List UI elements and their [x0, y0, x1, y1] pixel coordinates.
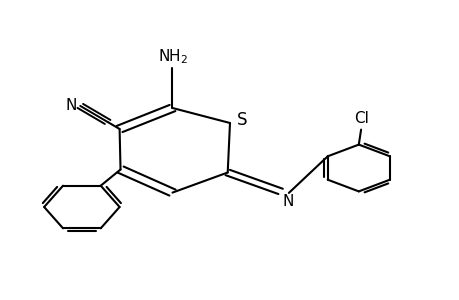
Text: Cl: Cl	[353, 111, 368, 126]
Text: NH$_2$: NH$_2$	[158, 47, 188, 66]
Text: N: N	[282, 194, 293, 209]
Text: S: S	[237, 111, 247, 129]
Text: N: N	[65, 98, 77, 113]
